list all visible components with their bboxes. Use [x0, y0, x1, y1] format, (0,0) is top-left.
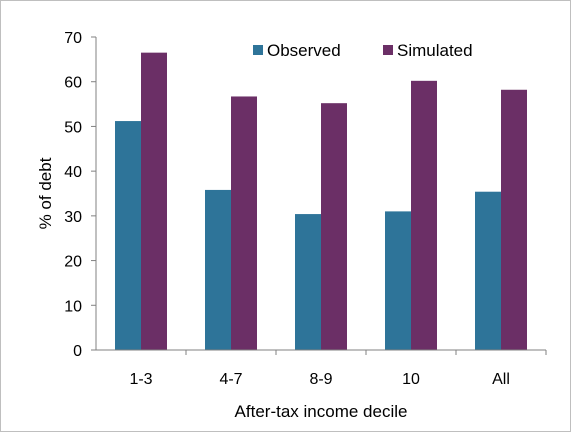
- bar-observed-1-3: [115, 121, 141, 350]
- bar-simulated-10: [411, 80, 437, 350]
- bar-simulated-8-9: [321, 103, 347, 350]
- y-tick-label: 60: [64, 75, 82, 92]
- x-axis-ticks: 1-3 4-7 8-9 10 All: [129, 350, 547, 388]
- y-tick-label: 40: [64, 164, 82, 181]
- legend-label-observed: Observed: [267, 41, 341, 60]
- legend-swatch-observed: [253, 45, 263, 55]
- legend: Observed Simulated: [253, 41, 473, 60]
- bar-observed-8-9: [295, 214, 321, 350]
- y-tick-label: 70: [64, 30, 82, 47]
- y-tick-label: 10: [64, 298, 82, 315]
- legend-label-simulated: Simulated: [397, 41, 473, 60]
- bar-simulated-1-3: [141, 52, 167, 351]
- x-tick-label: 1-3: [129, 371, 152, 388]
- bar-observed-4-7: [205, 189, 231, 350]
- bar-simulated-4-7: [231, 96, 257, 350]
- y-tick-label: 50: [64, 119, 82, 136]
- bar-simulated-all: [501, 89, 527, 351]
- y-axis-title: % of debt: [36, 157, 55, 229]
- x-tick-label: 4-7: [219, 371, 242, 388]
- x-tick-label: All: [492, 371, 510, 388]
- bar-observed-all: [475, 191, 501, 350]
- x-tick-label: 8-9: [309, 371, 332, 388]
- x-tick-label: 10: [402, 371, 420, 388]
- y-axis-ticks: 0 10 20 30 40 50 60 70: [64, 30, 96, 360]
- x-axis-title: After-tax income decile: [235, 402, 408, 421]
- y-tick-label: 20: [64, 254, 82, 271]
- y-tick-label: 0: [73, 343, 82, 360]
- legend-swatch-simulated: [383, 45, 393, 55]
- bar-observed-10: [385, 211, 411, 350]
- y-tick-label: 30: [64, 209, 82, 226]
- bars: [115, 52, 527, 351]
